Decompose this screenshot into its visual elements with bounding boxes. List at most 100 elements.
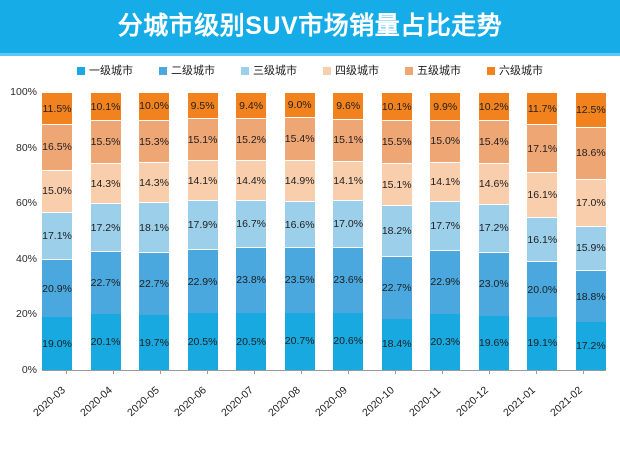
bar-segment[interactable]: 9.6% <box>333 92 364 119</box>
bar-segment[interactable]: 15.3% <box>139 119 170 163</box>
bar-segment[interactable]: 18.4% <box>381 318 412 370</box>
bar-column[interactable]: 19.7% 22.7% 18.1% 14.3% 15.3% 10.0% <box>139 92 170 370</box>
bar-segment[interactable]: 22.7% <box>139 252 170 316</box>
bar-segment[interactable]: 14.6% <box>478 163 509 204</box>
bar-column[interactable]: 17.2% 18.8% 15.9% 17.0% 18.6% 12.5% <box>575 92 606 370</box>
bar-segment[interactable]: 16.7% <box>236 200 267 247</box>
bar-segment[interactable]: 9.0% <box>284 91 315 117</box>
bar-segment[interactable]: 18.8% <box>575 269 606 323</box>
bar-column[interactable]: 18.4% 22.7% 18.2% 15.1% 15.5% 10.1% <box>381 92 412 370</box>
bar-segment[interactable]: 14.1% <box>187 160 218 200</box>
bar-segment[interactable]: 20.3% <box>430 313 461 370</box>
bar-column[interactable]: 20.3% 22.9% 17.7% 14.1% 15.0% 9.9% <box>430 92 461 370</box>
bar-segment[interactable]: 9.9% <box>430 92 461 120</box>
bar-segment[interactable]: 19.1% <box>527 316 558 370</box>
bar-segment[interactable]: 17.2% <box>478 203 509 252</box>
bar-segment[interactable]: 17.0% <box>333 199 364 248</box>
x-axis-tick-mark <box>159 370 161 374</box>
bar-segment-value-label: 9.5% <box>190 99 215 112</box>
bar-segment[interactable]: 22.7% <box>90 251 121 315</box>
bar-segment[interactable]: 14.3% <box>139 162 170 202</box>
bar-segment[interactable]: 14.9% <box>284 159 315 202</box>
bar-segment[interactable]: 18.6% <box>575 126 606 179</box>
bar-segment[interactable]: 16.5% <box>42 124 72 170</box>
bar-segment[interactable]: 15.1% <box>381 163 412 206</box>
bar-segment[interactable]: 20.9% <box>42 259 72 318</box>
legend-item[interactable]: 五级城市 <box>405 65 461 77</box>
bar-column[interactable]: 20.7% 23.5% 16.6% 14.9% 15.4% 9.0% <box>284 91 315 370</box>
x-axis-tick-mark <box>441 370 443 374</box>
bar-segment[interactable]: 22.9% <box>187 249 218 314</box>
bar-segment-value-label: 9.4% <box>239 99 264 112</box>
bar-segment[interactable]: 23.0% <box>478 251 509 316</box>
bar-segment[interactable]: 15.2% <box>236 118 267 161</box>
bar-segment[interactable]: 15.1% <box>333 118 364 161</box>
bar-segment[interactable]: 14.4% <box>236 160 267 201</box>
x-axis-tick-mark <box>300 370 302 374</box>
bar-segment[interactable]: 20.5% <box>236 313 267 370</box>
bar-column[interactable]: 20.1% 22.7% 17.2% 14.3% 15.5% 10.1% <box>90 92 121 370</box>
bar-segment[interactable]: 22.9% <box>430 249 461 314</box>
legend-item[interactable]: 二级城市 <box>159 65 215 77</box>
bar-segment[interactable]: 10.0% <box>139 92 170 120</box>
bar-segment[interactable]: 22.7% <box>381 255 412 319</box>
bar-segment[interactable]: 15.5% <box>381 120 412 164</box>
bar-segment[interactable]: 18.1% <box>139 201 170 253</box>
bar-column[interactable]: 19.1% 20.0% 16.1% 16.1% 17.1% 11.7% <box>527 92 558 370</box>
bar-segment[interactable]: 20.6% <box>333 312 364 370</box>
bar-segment[interactable]: 15.9% <box>575 225 606 270</box>
bar-column[interactable]: 19.6% 23.0% 17.2% 14.6% 15.4% 10.2% <box>478 92 509 370</box>
legend-item[interactable]: 一级城市 <box>77 65 133 77</box>
bar-segment[interactable]: 14.1% <box>333 160 364 200</box>
bar-segment[interactable]: 23.8% <box>236 246 267 314</box>
bar-segment[interactable]: 19.7% <box>139 315 170 370</box>
bar-segment[interactable]: 23.6% <box>333 247 364 313</box>
bar-column[interactable]: 20.5% 22.9% 17.9% 14.1% 15.1% 9.5% <box>187 92 218 370</box>
bar-segment[interactable]: 17.1% <box>42 211 72 260</box>
bar-segment[interactable]: 15.5% <box>90 120 121 164</box>
bar-segment-value-label: 15.0% <box>430 134 461 147</box>
bar-segment[interactable]: 17.7% <box>430 200 461 250</box>
bar-segment[interactable]: 20.1% <box>90 314 121 370</box>
bar-segment[interactable]: 18.2% <box>381 205 412 256</box>
chart-legend: 一级城市 二级城市 三级城市 四级城市 五级城市 六级城市 <box>0 60 620 82</box>
bar-segment[interactable]: 15.4% <box>478 120 509 164</box>
bar-segment[interactable]: 17.2% <box>575 322 606 370</box>
bar-column[interactable]: 20.5% 23.8% 16.7% 14.4% 15.2% 9.4% <box>236 92 267 370</box>
bar-segment[interactable]: 14.1% <box>430 161 461 201</box>
bar-segment[interactable]: 12.5% <box>575 92 606 127</box>
bar-segment[interactable]: 9.4% <box>236 92 267 119</box>
bar-segment[interactable]: 11.7% <box>527 92 558 125</box>
bar-segment[interactable]: 10.1% <box>381 92 412 121</box>
bar-segment[interactable]: 10.2% <box>478 92 509 121</box>
bar-segment[interactable]: 23.5% <box>284 247 315 313</box>
bar-segment-value-label: 20.9% <box>42 282 72 295</box>
bar-column[interactable]: 19.0% 20.9% 17.1% 15.0% 16.5% 11.5% <box>42 92 72 370</box>
legend-item[interactable]: 三级城市 <box>241 65 297 77</box>
bar-segment[interactable]: 17.9% <box>187 199 218 250</box>
bar-segment[interactable]: 11.5% <box>42 92 72 125</box>
legend-item[interactable]: 四级城市 <box>323 65 379 77</box>
bar-segment[interactable]: 9.5% <box>187 92 218 119</box>
page-title: 分城市级别SUV市场销量占比走势 <box>117 12 503 40</box>
bar-segment[interactable]: 17.0% <box>575 178 606 226</box>
bar-segment[interactable]: 14.3% <box>90 163 121 204</box>
bar-segment[interactable]: 15.1% <box>187 118 218 161</box>
bar-column[interactable]: 20.6% 23.6% 17.0% 14.1% 15.1% 9.6% <box>333 92 364 370</box>
bar-segment[interactable]: 16.6% <box>284 201 315 248</box>
bar-segment[interactable]: 20.5% <box>187 313 218 370</box>
bar-segment[interactable]: 17.2% <box>90 203 121 252</box>
bar-segment[interactable]: 15.4% <box>284 116 315 160</box>
bar-segment[interactable]: 19.6% <box>478 315 509 370</box>
bar-segment[interactable]: 15.0% <box>430 119 461 162</box>
bar-segment[interactable]: 10.1% <box>90 92 121 121</box>
bar-segment[interactable]: 17.1% <box>527 124 558 172</box>
bar-segment[interactable]: 20.7% <box>284 312 315 370</box>
bar-segment-value-label: 23.6% <box>333 274 364 287</box>
bar-segment[interactable]: 19.0% <box>42 317 72 370</box>
bar-segment[interactable]: 16.1% <box>527 216 558 262</box>
bar-segment[interactable]: 16.1% <box>527 171 558 217</box>
bar-segment[interactable]: 15.0% <box>42 169 72 212</box>
legend-item[interactable]: 六级城市 <box>487 65 543 77</box>
bar-segment[interactable]: 20.0% <box>527 261 558 317</box>
